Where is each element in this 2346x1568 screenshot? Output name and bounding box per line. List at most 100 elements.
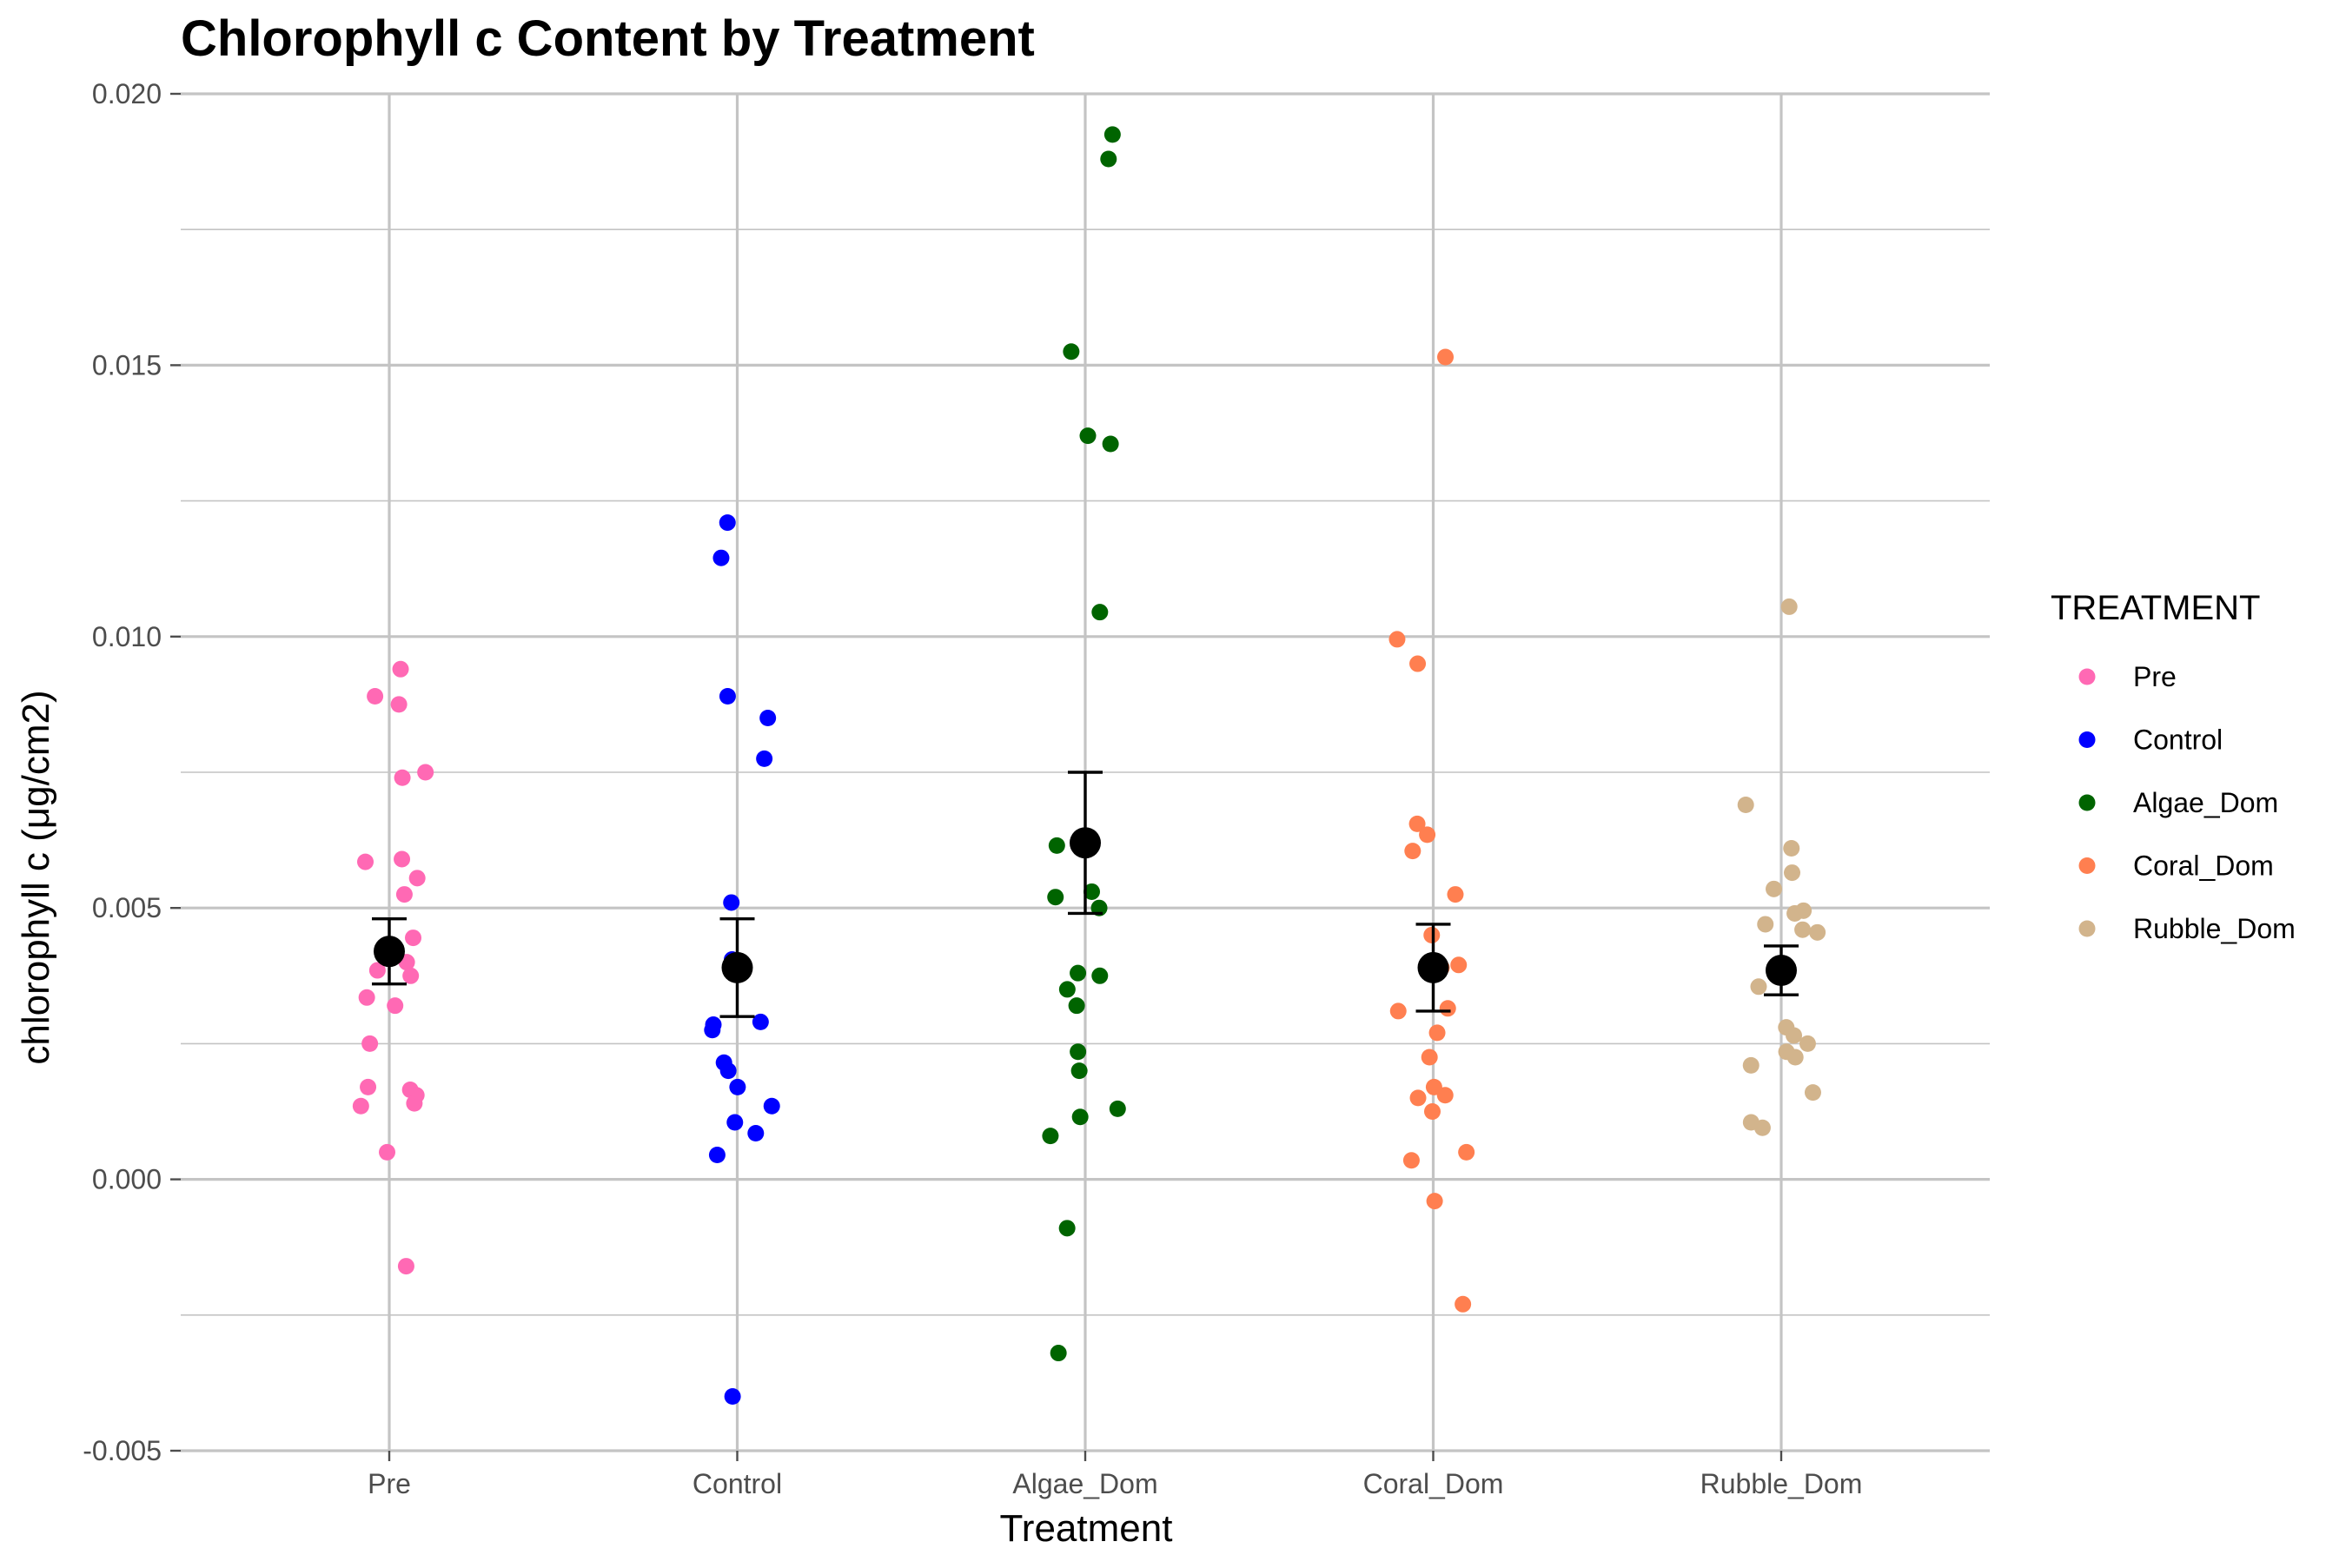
data-point [1091, 604, 1109, 621]
legend-label: Algae_Dom [2133, 787, 2278, 818]
data-point [367, 688, 384, 705]
data-point [392, 660, 409, 678]
data-point [763, 1097, 780, 1115]
data-point [1423, 926, 1441, 943]
y-tick-label: 0.010 [92, 621, 162, 652]
data-point [1804, 1084, 1821, 1102]
data-point [719, 688, 736, 705]
data-point [1753, 1119, 1771, 1136]
data-point [1409, 1089, 1427, 1107]
legend-key [2078, 731, 2096, 748]
data-point [394, 850, 411, 868]
data-point [1757, 916, 1774, 933]
data-point [724, 1388, 741, 1406]
data-point [1070, 1062, 1088, 1080]
legend-title: TREATMENT [2051, 589, 2260, 627]
y-axis-ticks: -0.005 0.000 0.005 0.010 0.015 0.020 [83, 78, 181, 1466]
data-point [1447, 886, 1464, 903]
mean-point [1417, 951, 1449, 983]
data-point [1103, 126, 1121, 143]
data-point [1750, 978, 1767, 996]
y-tick-label: 0.005 [92, 892, 162, 923]
mean-point [721, 951, 753, 983]
y-tick-label: 0.020 [92, 78, 162, 109]
data-point [1437, 348, 1455, 366]
data-point [361, 1035, 379, 1052]
data-point [759, 710, 777, 727]
data-point [1426, 1193, 1443, 1210]
legend-key [2078, 920, 2096, 937]
data-point [1389, 1002, 1407, 1020]
data-point [417, 764, 434, 781]
data-points [352, 126, 1826, 1406]
x-tick-label: Pre [368, 1468, 411, 1499]
chart-title: Chlorophyll c Content by Treatment [181, 10, 1035, 67]
data-point [712, 549, 730, 566]
data-point [1780, 598, 1798, 615]
mean-ci-summary [372, 771, 1799, 1018]
data-point [752, 1013, 769, 1030]
data-point [1083, 883, 1100, 900]
legend-label: Coral_Dom [2133, 850, 2274, 882]
data-point [1058, 981, 1076, 998]
legend-key [2078, 668, 2096, 685]
data-point [747, 1124, 765, 1141]
data-point [1786, 1049, 1804, 1066]
x-tick-label: Rubble_Dom [1700, 1468, 1863, 1499]
data-point [1419, 826, 1436, 844]
x-axis-ticks: Pre Control Algae_Dom Coral_Dom Rubble_Dom [368, 1451, 1862, 1499]
data-point [719, 1062, 737, 1080]
data-point [1794, 921, 1812, 938]
x-tick-label: Control [693, 1468, 782, 1499]
data-point [726, 1114, 744, 1131]
x-axis-title: Treatment [1000, 1507, 1173, 1550]
data-point [1047, 889, 1064, 906]
data-point [1408, 815, 1426, 832]
data-point [1423, 1103, 1441, 1120]
y-tick-label: 0.015 [92, 349, 162, 380]
data-point [1737, 796, 1754, 813]
data-point [1071, 1108, 1089, 1126]
data-point [405, 930, 422, 947]
data-point [402, 967, 420, 984]
data-point [379, 1143, 396, 1161]
data-point [1100, 150, 1117, 168]
data-point [1409, 655, 1427, 672]
data-point [395, 886, 413, 903]
data-point [1799, 1035, 1816, 1052]
data-point [1063, 343, 1080, 361]
data-point [708, 1146, 726, 1163]
data-point [1402, 1152, 1420, 1169]
data-point [704, 1022, 721, 1039]
data-point [1070, 1043, 1087, 1061]
legend-label: Pre [2133, 661, 2177, 692]
y-tick-label: 0.000 [92, 1164, 162, 1195]
data-point [1388, 631, 1406, 648]
data-point [368, 962, 386, 979]
data-point [394, 769, 411, 786]
data-point [358, 989, 375, 1006]
legend: TREATMENT Pre Control Algae_Dom Coral_Dom Ru… [2051, 589, 2296, 944]
data-point [1058, 1220, 1076, 1237]
data-point [1048, 837, 1065, 854]
data-point [1786, 1027, 1803, 1044]
data-point [1784, 864, 1801, 882]
data-point [397, 1258, 414, 1275]
data-point [719, 514, 736, 532]
data-point [1070, 964, 1087, 982]
data-point [360, 1078, 377, 1095]
data-point [408, 870, 426, 887]
data-point [352, 1097, 369, 1115]
data-point [1439, 1000, 1456, 1017]
legend-label: Control [2133, 724, 2223, 756]
data-point [1428, 1024, 1446, 1042]
data-point [1421, 1049, 1438, 1066]
data-point [1102, 435, 1119, 453]
data-point [387, 997, 404, 1015]
y-tick-label: -0.005 [83, 1435, 162, 1466]
data-point [1091, 967, 1109, 984]
data-point [1436, 1087, 1454, 1104]
data-point [1450, 956, 1468, 974]
legend-label: Rubble_Dom [2133, 913, 2296, 944]
